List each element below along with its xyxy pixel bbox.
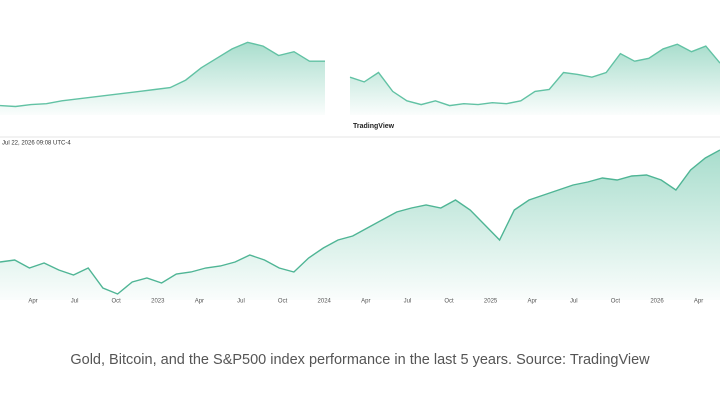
area-fill (0, 150, 720, 300)
watermark: TradingView (353, 123, 395, 130)
x-tick-label: Oct (278, 299, 288, 305)
timestamp: Jul 22, 2026 09:08 UTC-4 (2, 141, 71, 147)
x-tick-label: Apr (195, 299, 204, 305)
x-tick-label: Apr (28, 299, 37, 305)
x-tick-label: Jul (404, 299, 412, 305)
x-tick-label: Apr (528, 299, 537, 305)
caption: Gold, Bitcoin, and the S&P500 index perf… (70, 352, 650, 368)
x-tick-label: Oct (444, 299, 454, 305)
price-line (0, 149, 720, 295)
x-tick-label: Apr (361, 299, 370, 305)
x-tick-label: Oct (611, 299, 621, 305)
x-tick-label: Apr (694, 299, 703, 305)
price-line (0, 41, 325, 108)
x-tick-label: Jul (71, 299, 79, 305)
x-tick-label: 2026 (650, 299, 664, 305)
x-tick-label: 2025 (484, 299, 498, 305)
area-fill (350, 44, 720, 116)
x-tick-label: Jul (237, 299, 245, 305)
x-tick-label: 2023 (151, 299, 165, 305)
x-tick-label: 2024 (318, 299, 332, 305)
price-line (349, 43, 720, 107)
area-fill (0, 42, 325, 115)
x-tick-label: Jul (570, 299, 578, 305)
x-tick-label: Oct (112, 299, 122, 305)
